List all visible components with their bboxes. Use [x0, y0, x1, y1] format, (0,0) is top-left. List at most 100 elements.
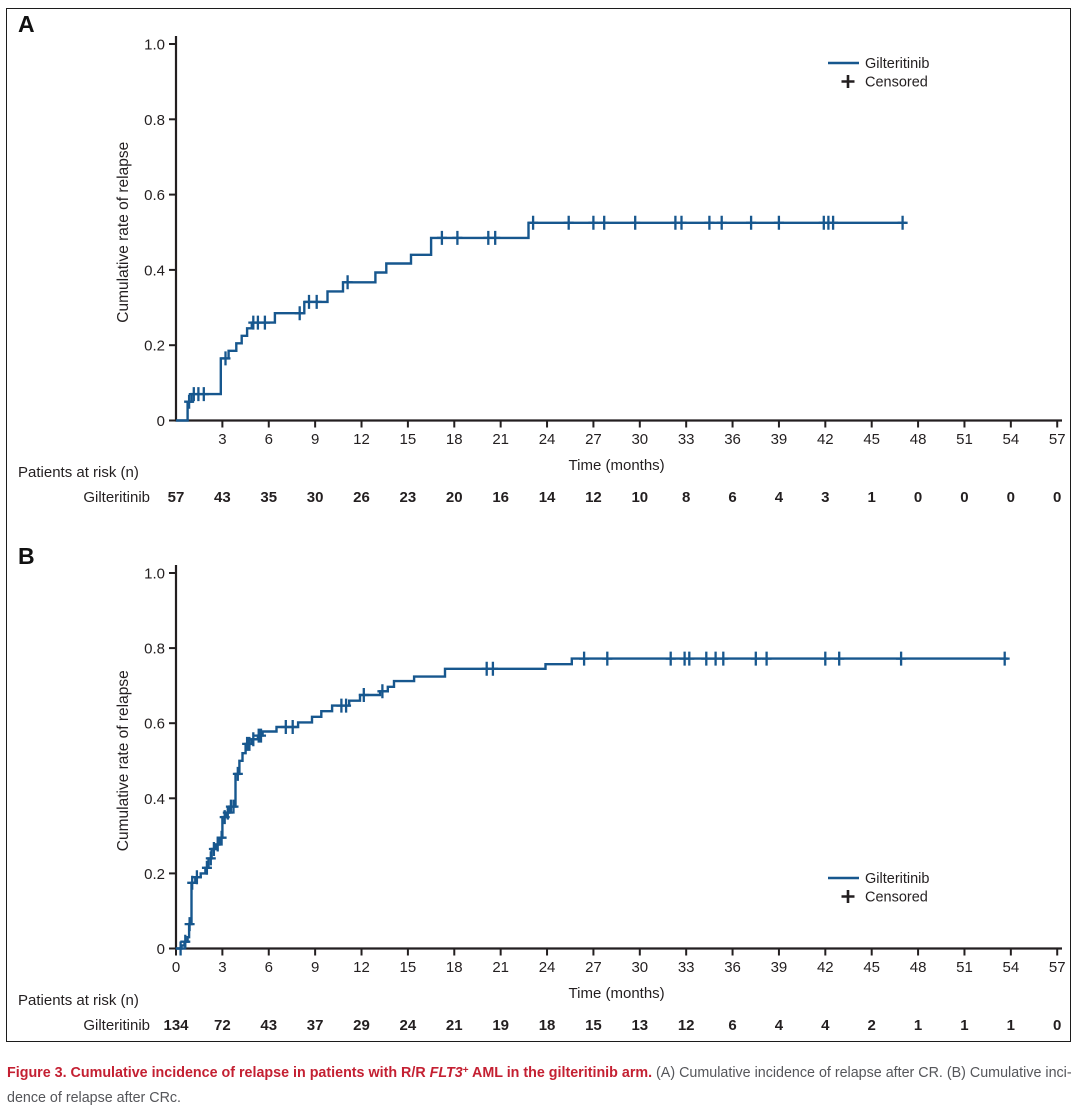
y-ticks-A: 0 0.2 0.4 0.6 0.8 1.0 — [144, 37, 176, 431]
at-risk-value-A: 1 — [868, 489, 876, 506]
caption-segment: AML in the gilteritinib arm. — [469, 1065, 653, 1081]
x-tick-label-A: 15 — [400, 431, 417, 448]
at-risk-value-B: 4 — [775, 1017, 784, 1034]
x-tick-label-B: 39 — [771, 959, 788, 976]
y-tick-label-B: 0 — [157, 941, 165, 958]
x-axis-title-A: Time (months) — [569, 457, 665, 474]
x-tick-label-B: 18 — [446, 959, 463, 976]
x-tick-label-B: 3 — [218, 959, 226, 976]
at-risk-value-B: 19 — [492, 1017, 509, 1034]
x-axis-title-B: Time (months) — [569, 985, 665, 1002]
y-tick-label-A: 0.8 — [144, 112, 165, 129]
x-tick-label-B: 45 — [863, 959, 880, 976]
x-tick-label-B: 57 — [1049, 959, 1066, 976]
y-tick-label-A: 0.4 — [144, 262, 165, 279]
x-tick-label-A: 30 — [631, 431, 648, 448]
at-risk-header-B: Patients at risk (n) — [18, 992, 139, 1009]
y-axis-title-A: Cumulative rate of relapse — [115, 142, 132, 323]
x-tick-label-A: 54 — [1002, 431, 1019, 448]
y-axis-title-B: Cumulative rate of relapse — [115, 670, 132, 851]
y-tick-label-B: 0.4 — [144, 791, 165, 808]
caption-line: dence of relapse after CRc. — [7, 1086, 1069, 1110]
at-risk-value-B: 72 — [214, 1017, 231, 1034]
x-tick-label-A: 57 — [1049, 431, 1066, 448]
at-risk-value-A: 16 — [492, 489, 509, 506]
y-tick-label-A: 1.0 — [144, 37, 165, 54]
x-tick-label-A: 18 — [446, 431, 463, 448]
x-tick-label-B: 27 — [585, 959, 602, 976]
at-risk-value-A: 14 — [539, 489, 556, 506]
x-tick-label-B: 6 — [265, 959, 273, 976]
x-tick-label-A: 39 — [771, 431, 788, 448]
x-tick-label-A: 36 — [724, 431, 741, 448]
at-risk-value-A: 26 — [353, 489, 370, 506]
y-tick-label-B: 0.2 — [144, 866, 165, 883]
legend-series-label-A: Gilteritinib — [865, 56, 929, 72]
figure-caption: Figure 3. Cumulative incidence of relaps… — [7, 1059, 1069, 1110]
x-tick-label-B: 33 — [678, 959, 695, 976]
at-risk-value-A: 10 — [631, 489, 648, 506]
at-risk-value-B: 1 — [914, 1017, 922, 1034]
at-risk-value-B: 13 — [631, 1017, 648, 1034]
x-tick-label-A: 9 — [311, 431, 319, 448]
at-risk-value-B: 24 — [400, 1017, 417, 1034]
at-risk-value-A: 30 — [307, 489, 324, 506]
legend-plus-icon-A — [842, 75, 855, 88]
at-risk-header-A: Patients at risk (n) — [18, 464, 139, 481]
at-risk-value-B: 12 — [678, 1017, 695, 1034]
x-tick-label-B: 30 — [631, 959, 648, 976]
at-risk-value-A: 4 — [775, 489, 784, 506]
x-tick-label-A: 33 — [678, 431, 695, 448]
y-tick-label-B: 0.6 — [144, 716, 165, 733]
at-risk-value-B: 1 — [960, 1017, 968, 1034]
caption-segment: dence of relapse after CRc. — [7, 1090, 181, 1106]
x-tick-label-A: 3 — [218, 431, 226, 448]
y-tick-label-A: 0.2 — [144, 338, 165, 355]
legend-series-label-B: Gilteritinib — [865, 871, 929, 887]
x-tick-label-A: 27 — [585, 431, 602, 448]
y-tick-label-B: 1.0 — [144, 566, 165, 583]
axes-B — [176, 565, 1062, 949]
at-risk-value-B: 4 — [821, 1017, 830, 1034]
relapse-curve-A — [176, 223, 906, 421]
at-risk-value-B: 15 — [585, 1017, 602, 1034]
y-tick-label-B: 0.8 — [144, 641, 165, 658]
at-risk-value-B: 2 — [868, 1017, 876, 1034]
x-tick-label-B: 12 — [353, 959, 370, 976]
at-risk-value-A: 3 — [821, 489, 829, 506]
caption-segment: Figure 3. Cumulative incidence of relaps… — [7, 1065, 430, 1081]
at-risk-value-B: 37 — [307, 1017, 324, 1034]
x-tick-label-A: 6 — [265, 431, 273, 448]
x-tick-label-A: 24 — [539, 431, 556, 448]
at-risk-value-B: 21 — [446, 1017, 463, 1034]
x-tick-label-B: 9 — [311, 959, 319, 976]
x-tick-label-A: 21 — [492, 431, 509, 448]
y-tick-label-A: 0 — [157, 413, 165, 430]
y-tick-label-A: 0.6 — [144, 187, 165, 204]
x-tick-label-B: 24 — [539, 959, 556, 976]
x-tick-label-B: 0 — [172, 959, 180, 976]
at-risk-value-A: 23 — [400, 489, 417, 506]
at-risk-value-A: 0 — [1007, 489, 1015, 506]
at-risk-value-B: 29 — [353, 1017, 370, 1034]
at-risk-value-A: 20 — [446, 489, 463, 506]
y-ticks-B: 0 0.2 0.4 0.6 0.8 1.0 — [144, 566, 176, 959]
x-tick-label-A: 51 — [956, 431, 973, 448]
at-risk-value-A: 0 — [914, 489, 922, 506]
x-tick-label-B: 36 — [724, 959, 741, 976]
at-risk-value-A: 35 — [260, 489, 277, 506]
legend-plus-icon-B — [842, 890, 855, 903]
x-tick-label-A: 42 — [817, 431, 834, 448]
caption-segment: FLT3 — [430, 1065, 463, 1081]
censor-marks-B — [176, 652, 1010, 956]
x-tick-label-B: 51 — [956, 959, 973, 976]
at-risk-value-A: 43 — [214, 489, 231, 506]
